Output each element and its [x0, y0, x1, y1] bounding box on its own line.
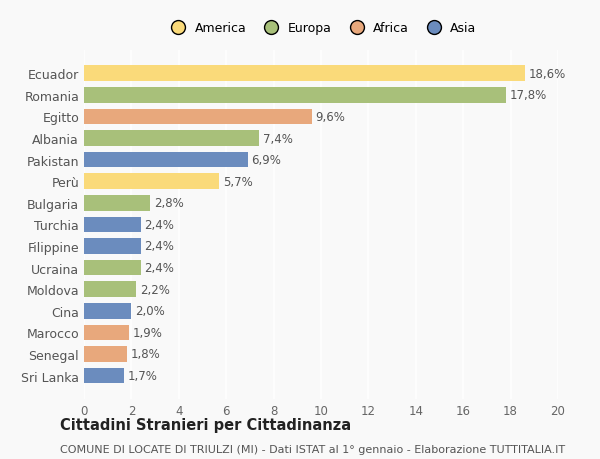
Text: 6,9%: 6,9% — [251, 154, 281, 167]
Bar — [84, 260, 141, 276]
Text: 5,7%: 5,7% — [223, 175, 253, 188]
Text: 1,7%: 1,7% — [128, 369, 158, 382]
Bar — [84, 325, 129, 341]
Bar — [84, 131, 259, 146]
Text: COMUNE DI LOCATE DI TRIULZI (MI) - Dati ISTAT al 1° gennaio - Elaborazione TUTTI: COMUNE DI LOCATE DI TRIULZI (MI) - Dati … — [60, 444, 565, 454]
Text: 2,4%: 2,4% — [145, 262, 175, 274]
Bar — [84, 239, 141, 254]
Text: 2,4%: 2,4% — [145, 240, 175, 253]
Bar — [84, 282, 136, 297]
Bar — [84, 196, 151, 211]
Text: 2,0%: 2,0% — [135, 305, 165, 318]
Text: 18,6%: 18,6% — [529, 67, 566, 81]
Bar — [84, 303, 131, 319]
Bar — [84, 217, 141, 233]
Text: Cittadini Stranieri per Cittadinanza: Cittadini Stranieri per Cittadinanza — [60, 417, 351, 432]
Legend: America, Europa, Africa, Asia: America, Europa, Africa, Asia — [166, 22, 476, 35]
Text: 2,4%: 2,4% — [145, 218, 175, 231]
Bar — [84, 109, 311, 125]
Bar — [84, 174, 219, 190]
Text: 2,2%: 2,2% — [140, 283, 170, 296]
Bar — [84, 368, 124, 383]
Text: 9,6%: 9,6% — [315, 111, 345, 123]
Text: 1,9%: 1,9% — [133, 326, 163, 339]
Bar — [84, 152, 248, 168]
Bar — [84, 88, 506, 103]
Text: 1,8%: 1,8% — [130, 347, 160, 361]
Bar — [84, 67, 525, 82]
Text: 2,8%: 2,8% — [154, 197, 184, 210]
Text: 7,4%: 7,4% — [263, 132, 293, 145]
Bar — [84, 347, 127, 362]
Text: 17,8%: 17,8% — [509, 89, 547, 102]
